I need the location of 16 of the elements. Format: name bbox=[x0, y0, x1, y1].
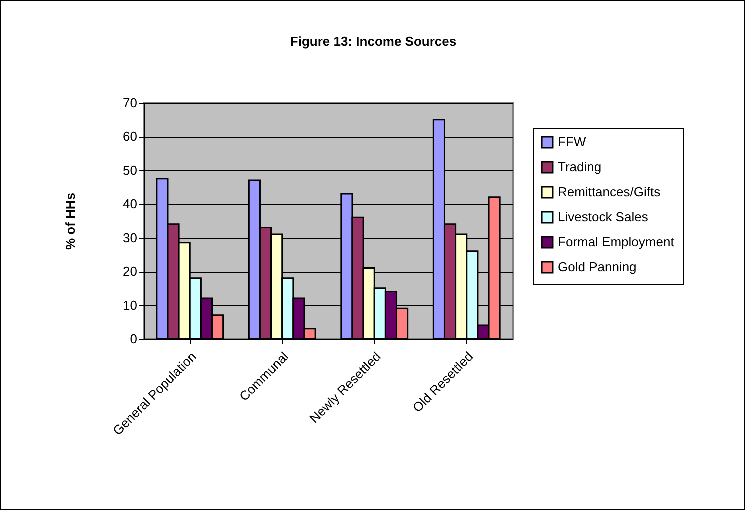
legend-label: Remittances/Gifts bbox=[558, 184, 662, 200]
y-tick-label: 50 bbox=[123, 162, 138, 178]
legend-label: FFW bbox=[558, 134, 587, 150]
y-axis-title: % of HHs bbox=[63, 192, 78, 250]
y-tick-label: 40 bbox=[123, 196, 138, 212]
legend-label: Trading bbox=[558, 160, 602, 174]
chart-title: Figure 13: Income Sources bbox=[290, 34, 457, 49]
y-tick-label: 60 bbox=[123, 129, 138, 144]
y-tick-label: 20 bbox=[123, 264, 138, 280]
y-tick-label: 70 bbox=[123, 96, 138, 110]
legend-label: Gold Panning bbox=[558, 260, 637, 274]
y-tick-label: 30 bbox=[123, 230, 138, 246]
legend-label: Formal Employment bbox=[558, 234, 675, 250]
y-tick-label: 0 bbox=[130, 332, 138, 346]
legend-label: Livestock Sales bbox=[558, 210, 649, 224]
y-tick-label: 10 bbox=[123, 298, 138, 313]
